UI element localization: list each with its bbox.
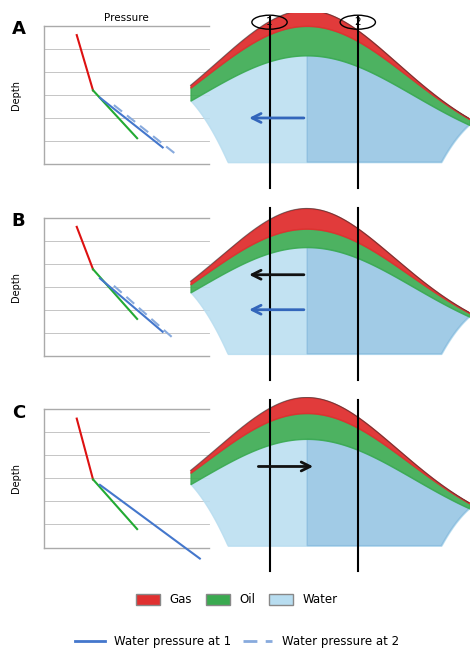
Text: Depth: Depth — [11, 80, 21, 110]
Polygon shape — [307, 55, 469, 162]
Text: 2: 2 — [355, 17, 361, 27]
Text: Pressure: Pressure — [104, 13, 149, 23]
Polygon shape — [307, 439, 469, 545]
Text: A: A — [12, 20, 26, 38]
Text: B: B — [12, 212, 25, 230]
Text: 1: 1 — [266, 17, 273, 27]
Text: Depth: Depth — [11, 463, 21, 493]
Polygon shape — [307, 247, 469, 354]
Text: C: C — [12, 404, 25, 422]
Text: Depth: Depth — [11, 272, 21, 302]
Legend: Water pressure at 1, Water pressure at 2: Water pressure at 1, Water pressure at 2 — [70, 630, 404, 650]
